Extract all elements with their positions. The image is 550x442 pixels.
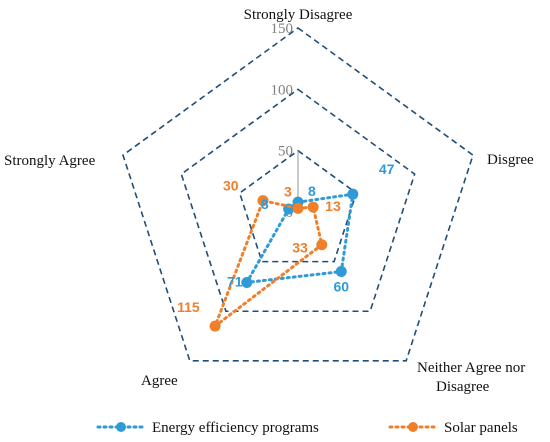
data-label-s1-3: 115 [177,299,200,315]
data-label-s1-2: 33 [292,240,308,256]
legend-label-solar-panels: Solar panels [444,420,518,436]
data-label-s0-1: 47 [379,161,395,177]
legend-label-energy-efficiency: Energy efficiency programs [152,420,319,436]
series-1-point-4 [257,195,269,207]
series-0-point-1 [347,188,359,200]
series-1-point-1 [307,201,319,213]
grid [122,27,474,362]
data-label-s1-0: 3 [284,183,292,199]
category-labels: Strongly Disagree Disgree Neither Agree no… [4,7,534,395]
series-1-point-3 [209,320,221,332]
data-labels: 8 47 60 71 83 13 33 115 30 [177,161,395,315]
grid-ring-150 [122,27,474,362]
tick-label-50: 50 [278,144,293,160]
category-label-2: Neither Agree nor Disagree [417,360,525,395]
category-label-3: Agree [141,373,178,389]
legend-item-solar-panels[interactable]: Solar panels [388,420,518,436]
tick-label-150: 150 [271,21,294,37]
data-label-s0-3: 71 [227,273,243,289]
legend-marker-solar-panels [408,422,418,432]
series [209,188,359,332]
data-label-s0-0: 8 [308,183,316,199]
series-0-point-2 [335,266,347,278]
series-line-1 [211,198,324,331]
grid-ring-100 [180,88,416,313]
legend-marker-energy-efficiency [116,422,126,432]
category-label-0: Strongly Disagree [244,7,353,23]
legend-item-energy-efficiency[interactable]: Energy efficiency programs [96,420,319,436]
series-1-point-0 [292,202,304,214]
data-label-s1-1: 13 [325,198,341,214]
series-0-point-3 [241,276,253,288]
data-label-s0-2: 60 [333,279,349,295]
category-label-1: Disgree [487,152,534,168]
data-label-s1-4: 30 [223,178,239,194]
data-label-s0-4: 8 [261,196,269,212]
category-label-4: Strongly Agree [4,153,96,169]
legend: Energy efficiency programs Solar panels [96,420,518,436]
tick-label-100: 100 [271,82,294,98]
series-1-point-2 [316,239,328,251]
